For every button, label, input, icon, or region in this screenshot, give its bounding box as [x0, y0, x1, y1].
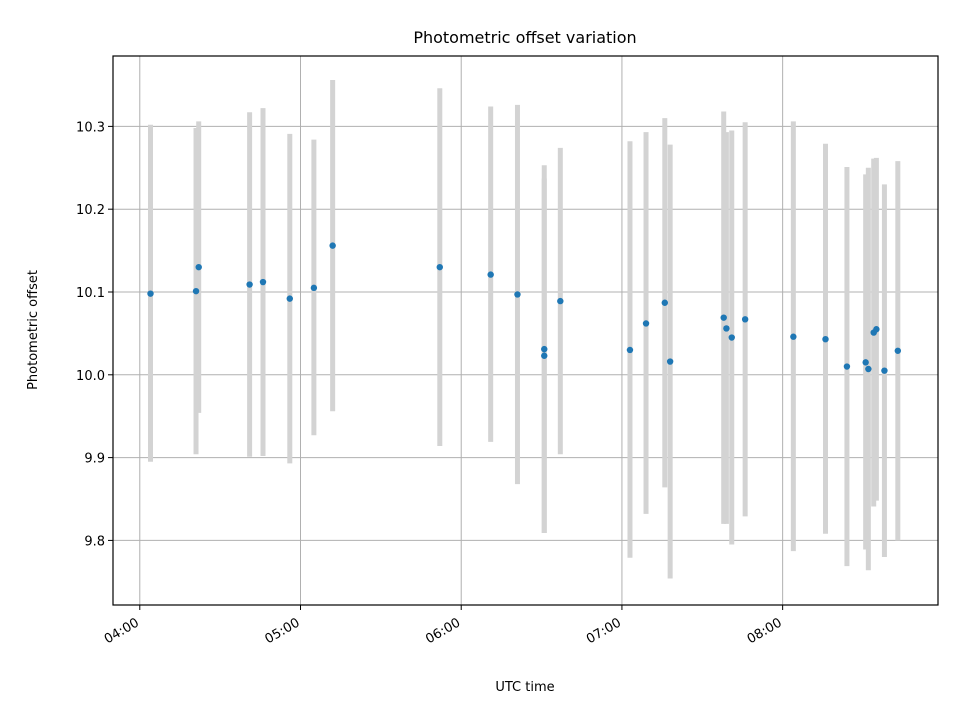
y-tick-label: 10.0: [76, 369, 105, 384]
data-point: [541, 352, 548, 359]
y-tick-label: 10.3: [76, 120, 105, 135]
y-axis-ticks: 9.8 9.9 10.0 10.1 10.2 10.3: [76, 120, 113, 549]
data-point: [310, 284, 318, 292]
data-point: [862, 359, 869, 366]
data-point: [259, 278, 267, 286]
data-point: [741, 316, 749, 323]
data-point: [246, 281, 253, 288]
data-point: [666, 358, 674, 365]
data-point: [865, 365, 872, 373]
y-tick-label: 9.9: [84, 452, 105, 467]
data-point: [514, 291, 521, 298]
data-point: [487, 271, 494, 278]
data-point: [723, 325, 730, 332]
data-point: [286, 295, 293, 302]
data-point: [192, 287, 200, 295]
data-point: [881, 367, 888, 374]
data-point: [822, 335, 829, 343]
data-point: [661, 299, 668, 306]
y-tick-label: 10.2: [76, 203, 105, 218]
data-point: [195, 263, 202, 271]
x-axis-label: UTC time: [495, 680, 554, 695]
data-point: [557, 297, 564, 305]
chart-title: Photometric offset variation: [413, 28, 636, 47]
plot-frame: [112, 55, 939, 606]
data-point: [642, 320, 650, 327]
data-point: [790, 333, 797, 340]
data-point: [894, 347, 902, 354]
data-point: [147, 290, 154, 297]
data-point: [626, 346, 634, 354]
data-point: [843, 363, 851, 370]
y-axis-label: Photometric offset: [26, 270, 41, 390]
y-tick-label: 9.8: [84, 534, 105, 549]
data-point: [873, 326, 880, 333]
data-point: [329, 242, 336, 249]
data-point: [728, 334, 735, 341]
y-tick-label: 10.1: [76, 286, 105, 301]
data-point: [436, 263, 443, 271]
data-points: [147, 242, 902, 374]
data-point: [541, 345, 548, 353]
data-point: [720, 314, 727, 321]
